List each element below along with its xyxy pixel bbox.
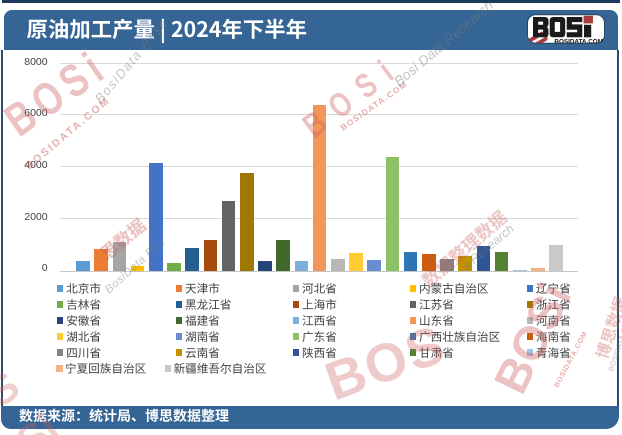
svg-text:Bosi Data Research: Bosi Data Research (391, 0, 497, 89)
svg-text:BOSIDATA.COM: BOSIDATA.COM (554, 38, 603, 44)
svg-text:S: S (0, 362, 28, 416)
svg-text:BOS: BOS (318, 314, 454, 412)
